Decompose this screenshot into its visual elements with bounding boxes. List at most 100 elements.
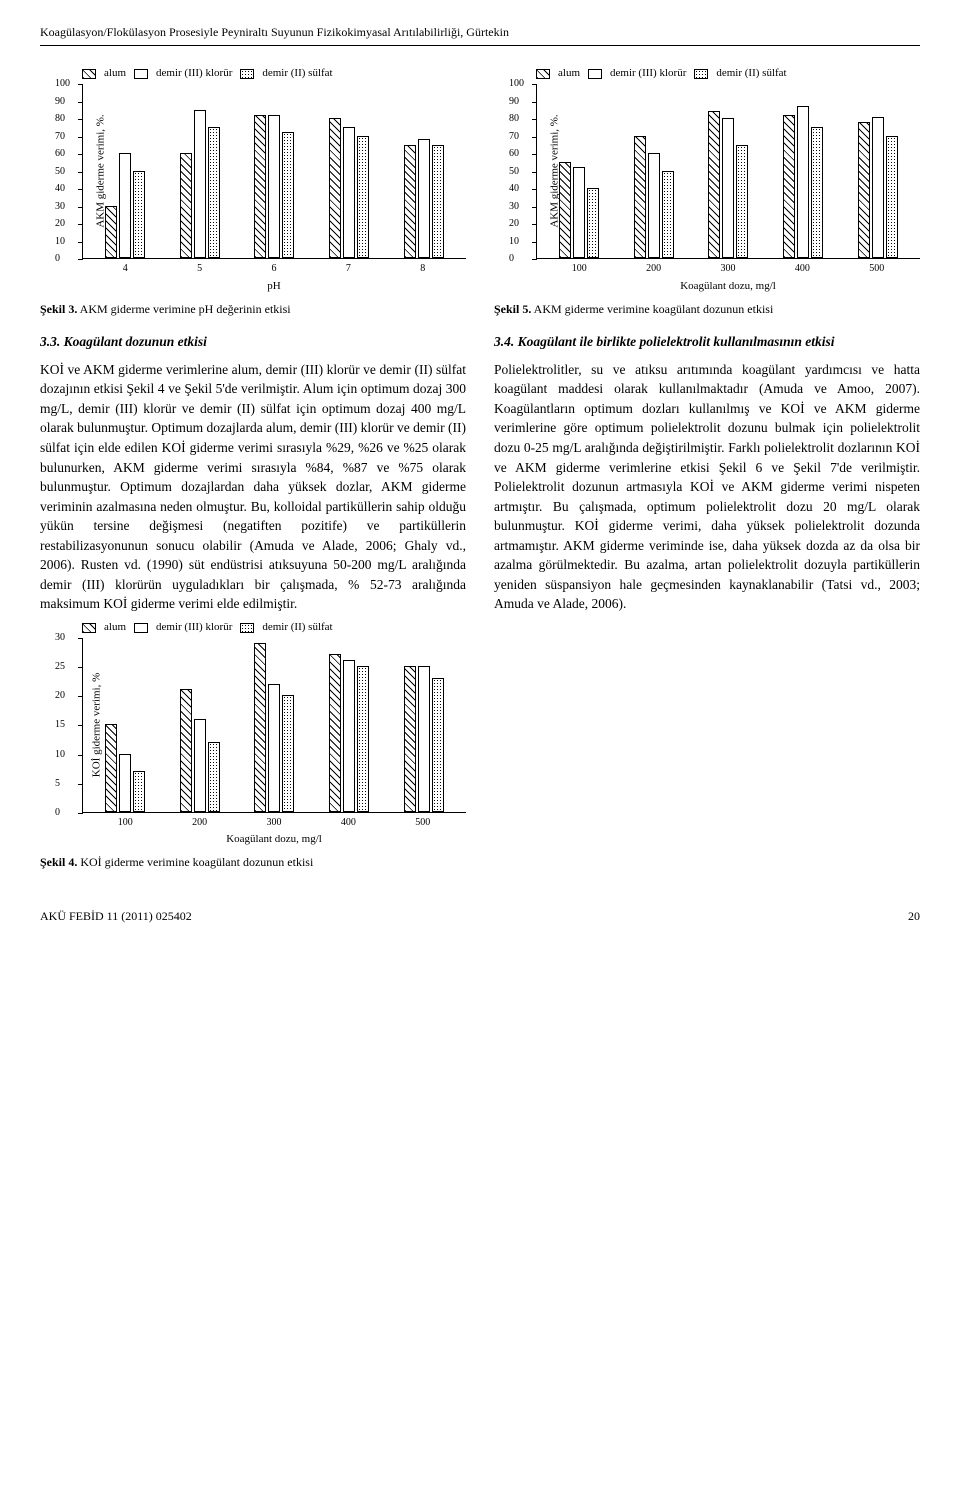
y-tick-label: 60	[55, 147, 65, 162]
legend-label: demir (II) sülfat	[262, 66, 332, 82]
bar	[194, 110, 206, 259]
chart-akm-doz: alumdemir (III) klorürdemir (II) sülfatA…	[494, 66, 920, 294]
bar-group	[858, 117, 898, 259]
y-tick-label: 30	[509, 200, 519, 215]
y-tick-label: 70	[509, 130, 519, 145]
bar	[573, 167, 585, 258]
legend-label: demir (III) klorür	[610, 66, 686, 82]
x-tick-label: 200	[192, 816, 207, 831]
bar	[133, 171, 145, 259]
bar	[180, 153, 192, 258]
y-tick	[78, 638, 83, 639]
bar	[811, 127, 823, 258]
y-tick	[78, 784, 83, 785]
bar	[722, 118, 734, 258]
y-tick-label: 30	[55, 631, 65, 646]
bar	[432, 145, 444, 259]
y-tick	[78, 224, 83, 225]
y-tick-label: 15	[55, 718, 65, 733]
y-axis-label: KOİ giderme verimi, %	[89, 673, 105, 777]
y-tick-label: 25	[55, 660, 65, 675]
legend-label: alum	[104, 66, 126, 82]
legend-swatch	[536, 69, 550, 79]
y-tick-label: 50	[509, 165, 519, 180]
x-tick-label: 6	[271, 262, 276, 277]
x-tick-label: 5	[197, 262, 202, 277]
bar	[797, 106, 809, 258]
y-tick	[532, 172, 537, 173]
chart-legend: alumdemir (III) klorürdemir (II) sülfat	[536, 66, 920, 82]
bar-group	[180, 110, 220, 259]
section-33-body: KOİ ve AKM giderme verimlerine alum, dem…	[40, 360, 466, 614]
x-tick-labels: 100200300400500	[82, 816, 466, 831]
bar	[254, 643, 266, 812]
right-column: alumdemir (III) klorürdemir (II) sülfatA…	[494, 60, 920, 871]
bar-group	[180, 689, 220, 812]
bar	[662, 171, 674, 259]
y-tick	[532, 242, 537, 243]
x-tick-label: 400	[341, 816, 356, 831]
y-tick-label: 5	[55, 777, 60, 792]
y-tick-label: 80	[55, 112, 65, 127]
y-tick	[78, 207, 83, 208]
y-tick-label: 40	[509, 182, 519, 197]
y-tick	[78, 102, 83, 103]
y-tick	[78, 667, 83, 668]
plot-area: AKM giderme verimi, %.010203040506070809…	[536, 84, 920, 259]
footer-left: AKÜ FEBİD 11 (2011) 025402	[40, 908, 192, 925]
legend-swatch	[134, 623, 148, 633]
y-tick	[532, 207, 537, 208]
figure3-text: AKM giderme verimine pH değerinin etkisi	[77, 302, 290, 316]
bar-group	[783, 106, 823, 258]
bar-group	[404, 666, 444, 812]
figure5-caption: Şekil 5. AKM giderme verimine koagülant …	[494, 301, 920, 318]
legend-label: demir (III) klorür	[156, 620, 232, 636]
bar	[119, 153, 131, 258]
chart-ph-akm: alumdemir (III) klorürdemir (II) sülfatA…	[40, 66, 466, 294]
y-tick-label: 20	[55, 217, 65, 232]
figure5-text: AKM giderme verimine koagülant dozunun e…	[531, 302, 773, 316]
x-tick-label: 300	[720, 262, 735, 277]
y-tick	[78, 172, 83, 173]
chart-legend: alumdemir (III) klorürdemir (II) sülfat	[82, 620, 466, 636]
x-tick-label: 8	[420, 262, 425, 277]
figure4-text: KOİ giderme verimine koagülant dozunun e…	[77, 855, 313, 869]
bar	[268, 684, 280, 812]
y-tick-label: 10	[55, 235, 65, 250]
y-tick-label: 90	[55, 95, 65, 110]
bar-group	[708, 111, 748, 258]
legend-label: demir (II) sülfat	[716, 66, 786, 82]
bar	[133, 771, 145, 812]
x-tick-label: 500	[415, 816, 430, 831]
y-tick	[532, 259, 537, 260]
y-tick	[78, 84, 83, 85]
y-tick	[532, 154, 537, 155]
y-tick-label: 30	[55, 200, 65, 215]
bar-group	[404, 139, 444, 258]
running-header: Koagülasyon/Flokülasyon Prosesiyle Peyni…	[40, 24, 920, 46]
bar	[587, 188, 599, 258]
legend-swatch	[240, 623, 254, 633]
y-tick-label: 0	[55, 252, 60, 267]
x-tick-label: 100	[118, 816, 133, 831]
bar-group	[105, 724, 145, 812]
legend-swatch	[82, 69, 96, 79]
y-tick-label: 100	[55, 77, 70, 92]
bar	[357, 666, 369, 812]
bar-group	[559, 162, 599, 258]
bar	[282, 695, 294, 812]
y-tick	[78, 137, 83, 138]
figure5-label: Şekil 5.	[494, 302, 531, 316]
bar	[886, 136, 898, 259]
bar	[343, 127, 355, 258]
y-tick	[78, 242, 83, 243]
bar	[404, 145, 416, 259]
bar	[105, 724, 117, 812]
bar	[418, 139, 430, 258]
bar	[357, 136, 369, 259]
y-tick	[78, 725, 83, 726]
y-tick	[78, 189, 83, 190]
figure4-caption: Şekil 4. KOİ giderme verimine koagülant …	[40, 854, 466, 871]
y-tick-label: 60	[509, 147, 519, 162]
left-column: alumdemir (III) klorürdemir (II) sülfatA…	[40, 60, 466, 871]
